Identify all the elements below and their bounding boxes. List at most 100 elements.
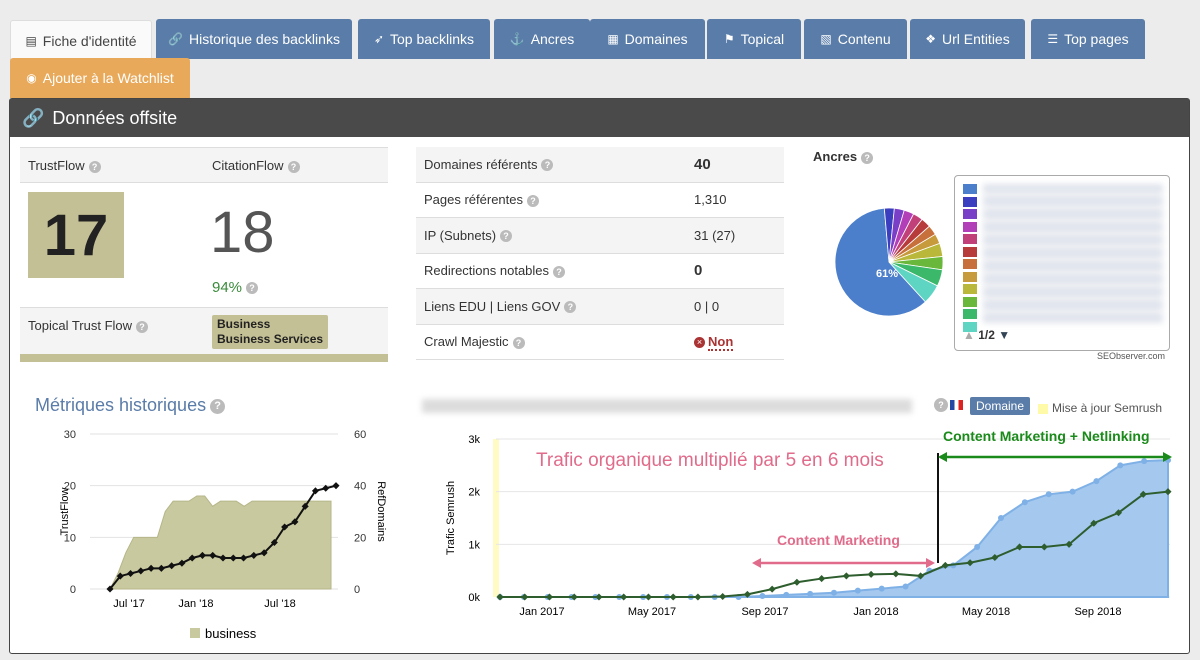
tab-domaines[interactable]: ▦ Domaines (590, 19, 705, 59)
traffic-point[interactable] (998, 515, 1004, 521)
traffic-line-point[interactable] (842, 572, 850, 580)
traffic-line-point[interactable] (570, 593, 578, 601)
traffic-line-point[interactable] (669, 593, 677, 601)
annotation-content-marketing: Content Marketing (777, 532, 900, 548)
help-icon[interactable]: ? (246, 282, 259, 295)
help-icon[interactable]: ? (136, 320, 149, 333)
tab-topical[interactable]: ⚑ Topical (707, 19, 801, 59)
pie-slice[interactable] (834, 207, 926, 317)
legend-label[interactable]: business (205, 626, 257, 641)
tab-fiche-d-identit[interactable]: ▤ Fiche d'identité (10, 20, 152, 60)
pie-slice[interactable] (888, 261, 938, 303)
data-point[interactable] (178, 559, 186, 567)
traffic-line-point[interactable] (1040, 543, 1048, 551)
traffic-point[interactable] (1141, 458, 1148, 465)
traffic-point[interactable] (1045, 491, 1052, 498)
citationflow-label: CitationFlow (212, 158, 284, 173)
data-point[interactable] (301, 502, 309, 510)
data-point[interactable] (168, 562, 176, 570)
data-point[interactable] (260, 549, 268, 557)
help-icon[interactable]: ? (934, 398, 948, 412)
help-icon[interactable]: ? (500, 230, 513, 243)
data-point[interactable] (322, 484, 330, 492)
traffic-line-point[interactable] (620, 593, 628, 601)
domaine-button[interactable]: Domaine (970, 397, 1031, 415)
data-point[interactable] (147, 564, 155, 572)
data-point[interactable] (127, 569, 135, 578)
data-point[interactable] (157, 564, 165, 572)
page-up-icon[interactable]: ▲ (963, 328, 975, 342)
page-down-icon[interactable]: ▼ (998, 328, 1011, 342)
data-point[interactable] (188, 554, 196, 562)
data-point[interactable] (106, 585, 114, 593)
traffic-point[interactable] (854, 587, 861, 594)
y2-tick: 0 (354, 584, 360, 596)
traffic-line-point[interactable] (892, 570, 900, 578)
traffic-line-point[interactable] (867, 570, 875, 578)
help-icon[interactable]: ? (541, 159, 554, 172)
traffic-point[interactable] (1021, 499, 1028, 506)
data-point[interactable] (229, 554, 237, 562)
data-point[interactable] (332, 482, 340, 490)
traffic-line-point[interactable] (694, 593, 702, 601)
data-point[interactable] (198, 551, 206, 559)
data-point[interactable] (270, 538, 278, 547)
legend-swatch (963, 271, 977, 282)
tab-url-entities[interactable]: ❖ Url Entities (910, 19, 1025, 59)
traffic-line-point[interactable] (793, 578, 801, 586)
traffic-line-point[interactable] (768, 585, 776, 593)
help-icon[interactable]: ? (553, 265, 566, 278)
traffic-line-point[interactable] (818, 575, 826, 583)
help-icon[interactable]: ? (527, 194, 540, 207)
data-point[interactable] (219, 554, 227, 562)
arrow-right-icon (926, 558, 935, 568)
offsite-panel: 🔗 Données offsite TrustFlow? CitationFlo… (9, 98, 1190, 654)
data-point[interactable] (240, 554, 248, 562)
stat-label: Domaines référents (424, 156, 538, 172)
traffic-point[interactable] (831, 589, 837, 596)
help-icon[interactable]: ? (210, 398, 226, 414)
tab-label: Topical (740, 31, 785, 47)
traffic-point[interactable] (759, 592, 766, 599)
traffic-line-point[interactable] (521, 593, 529, 601)
watchlist-button[interactable]: ◉ Ajouter à la Watchlist (10, 58, 190, 98)
traffic-point[interactable] (1117, 462, 1124, 469)
tab-top-pages[interactable]: ☰ Top pages (1031, 19, 1145, 59)
tab-top-backlinks[interactable]: ➶ Top backlinks (358, 19, 490, 59)
tab-ancres[interactable]: ⚓ Ancres (494, 19, 590, 59)
traffic-line-point[interactable] (644, 593, 652, 601)
stat-label: Liens EDU | Liens GOV (424, 298, 561, 314)
data-point[interactable] (311, 487, 319, 495)
traffic-point[interactable] (783, 591, 790, 598)
stat-value[interactable]: Non (708, 334, 734, 352)
traffic-point[interactable] (1069, 488, 1076, 495)
data-point[interactable] (281, 523, 289, 531)
data-point[interactable] (250, 551, 258, 559)
traffic-line-point[interactable] (1065, 540, 1073, 548)
traffic-point[interactable] (974, 543, 981, 550)
help-icon[interactable]: ? (861, 151, 874, 164)
data-point[interactable] (291, 518, 299, 526)
traffic-line-point[interactable] (743, 590, 751, 598)
traffic-line-point[interactable] (496, 593, 504, 601)
help-icon[interactable]: ? (88, 160, 101, 173)
traffic-point[interactable] (1093, 478, 1100, 485)
traffic-point[interactable] (902, 583, 909, 590)
tab-contenu[interactable]: ▧ Contenu (804, 19, 907, 59)
tab-historique-des-backlinks[interactable]: 🔗 Historique des backlinks (156, 19, 352, 59)
stat-value: 1,310 (694, 192, 727, 208)
traffic-point[interactable] (878, 585, 885, 592)
traffic-line-point[interactable] (595, 593, 603, 601)
traffic-line-point[interactable] (1114, 509, 1123, 517)
data-point[interactable] (209, 551, 217, 559)
traffic-line-point[interactable] (966, 559, 974, 567)
traffic-line-point[interactable] (917, 572, 925, 580)
help-icon[interactable]: ? (287, 160, 300, 173)
traffic-line-point[interactable] (1090, 519, 1098, 527)
traffic-line-point[interactable] (991, 553, 999, 562)
help-icon[interactable]: ? (512, 336, 525, 349)
traffic-line-point[interactable] (1016, 543, 1024, 551)
traffic-point[interactable] (807, 590, 814, 597)
help-icon[interactable]: ? (564, 301, 577, 314)
traffic-line-point[interactable] (719, 592, 727, 601)
